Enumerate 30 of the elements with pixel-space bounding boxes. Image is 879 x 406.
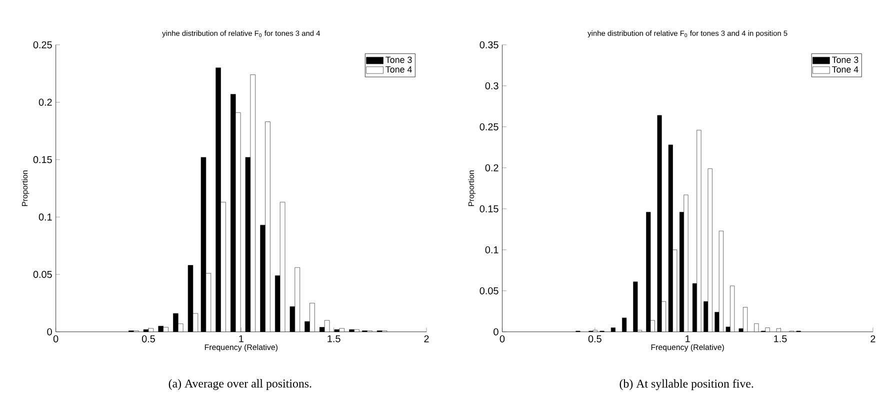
legend-label: Tone 4 (832, 66, 858, 73)
legend-label: Tone 3 (386, 56, 412, 64)
x-tick-label: 2 (424, 336, 429, 342)
text: (a) Average over all positions. (168, 379, 312, 390)
text: (b) At syllable position five. (620, 379, 754, 390)
y-tick-label: 0.05 (480, 288, 498, 295)
y-tick-label: 0.15 (33, 156, 52, 164)
x-tick-label: 1.5 (774, 336, 787, 342)
y-tick-label: 0.2 (38, 98, 52, 106)
x-tick-label: 0.5 (142, 336, 155, 343)
x-tick-label: 1 (239, 336, 244, 342)
y-tick-label: 0.25 (33, 42, 52, 49)
legend-label: Tone 3 (832, 56, 858, 64)
y-tick-label: 0.1 (38, 214, 52, 221)
y-tick-label: 0.3 (485, 82, 498, 90)
y-tick-label: 0.05 (33, 271, 52, 278)
x-tick-label: 0.5 (588, 336, 602, 343)
x-tick-label: 0 (53, 336, 58, 343)
legend-label: Tone 4 (386, 66, 412, 73)
x-tick-label: 2 (870, 336, 876, 342)
y-tick-label: 0.25 (480, 124, 498, 131)
y-tick-label: 0 (494, 328, 498, 336)
y-tick-label: 0.35 (480, 42, 498, 49)
y-tick-label: 0 (47, 328, 52, 336)
x-tick-label: 1 (686, 336, 690, 342)
x-tick-label: 0 (500, 336, 505, 343)
y-tick-label: 0.1 (485, 246, 498, 254)
x-tick-label: 1.5 (328, 336, 340, 342)
y-tick-label: 0.2 (485, 164, 498, 172)
y-tick-label: 0.15 (480, 206, 498, 213)
